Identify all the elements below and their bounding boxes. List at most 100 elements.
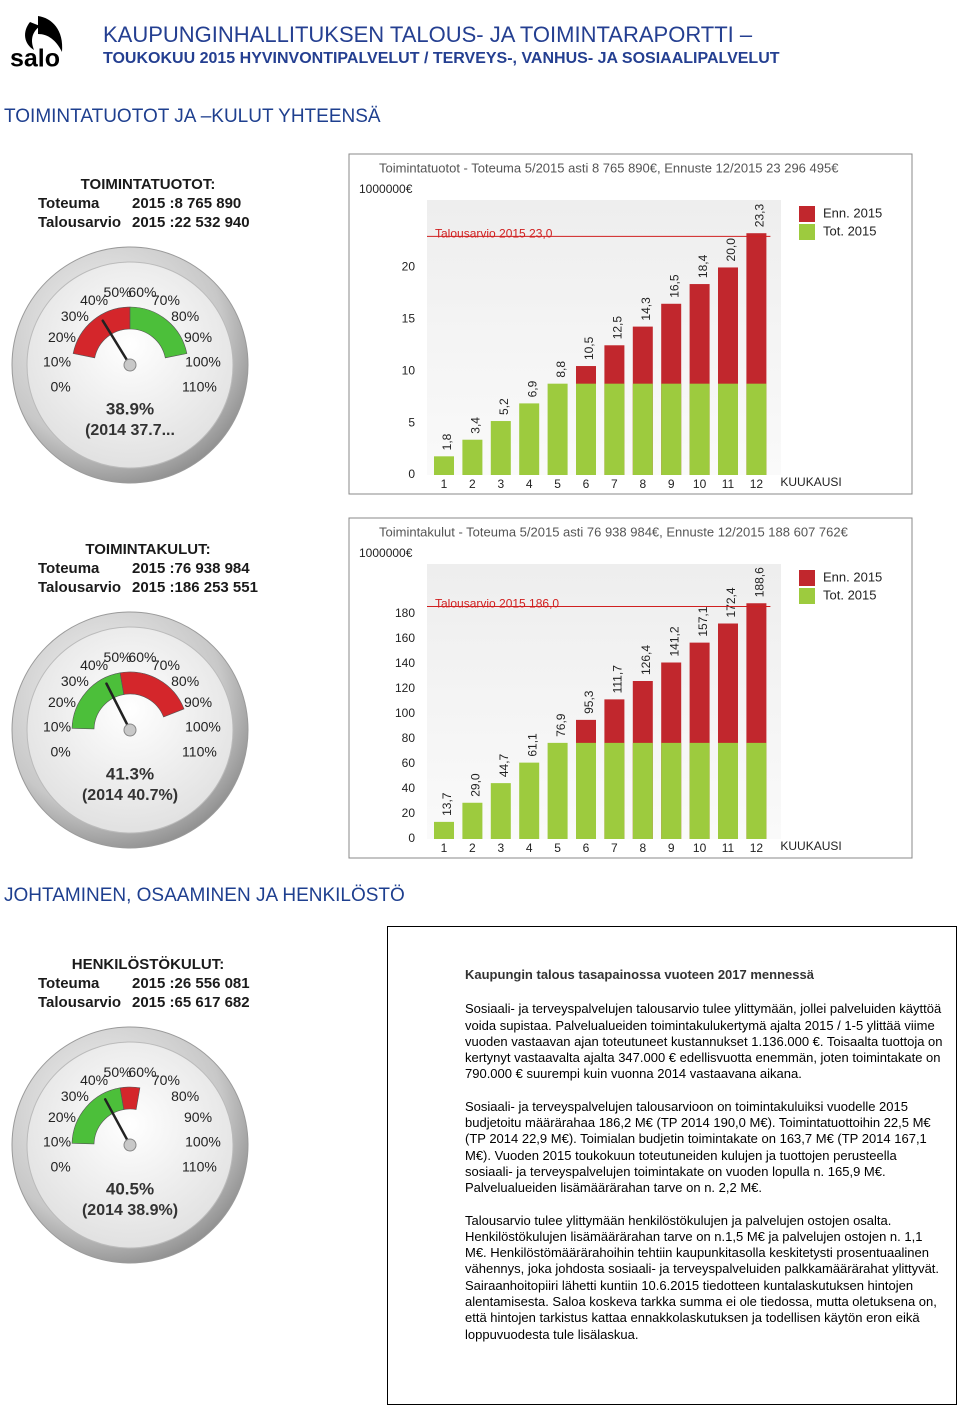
bar	[519, 403, 540, 475]
paragraph: Sairaanhoitopiiri lähetti kuntiin 10.6.2…	[465, 1277, 937, 1342]
bar	[462, 439, 483, 475]
budget-label: Talousarvio 2015 186,0	[435, 597, 559, 611]
legend-label: Tot. 2015	[823, 223, 877, 238]
gauge-needle	[101, 319, 132, 367]
gauge-tick-label: 0%	[50, 378, 70, 394]
gauge-value: 40.5%	[106, 1179, 154, 1198]
y-tick-label: 0	[408, 467, 415, 481]
bar	[746, 742, 767, 839]
x-tick-label: 1	[441, 477, 448, 491]
value-label: 16,5	[667, 274, 681, 298]
bar	[746, 383, 767, 475]
value-label: 3,4	[469, 417, 483, 434]
gauge-tick-label: 100%	[185, 719, 221, 735]
x-tick-label: 7	[611, 477, 618, 491]
gauge-tick-label: 50%	[104, 1064, 132, 1080]
x-tick-label: 12	[750, 477, 764, 491]
x-tick-label: 5	[554, 841, 561, 855]
gauge-knob	[123, 358, 137, 372]
gauge-tick-label: 90%	[184, 329, 212, 345]
gauge-row-label: Toteuma	[38, 560, 100, 577]
gauge-tick-label: 90%	[184, 1109, 212, 1125]
gauge-tick-label: 60%	[128, 649, 156, 665]
bar	[604, 742, 625, 839]
gauge-knob	[123, 723, 137, 737]
y-unit: 1000000€	[359, 546, 413, 560]
bar	[661, 383, 682, 475]
gauge-tick-label: 20%	[48, 694, 76, 710]
x-tick-label: 5	[554, 477, 561, 491]
x-tick-label: 2	[469, 841, 476, 855]
gauge-row-value: 2015 :76 938 984	[132, 560, 250, 577]
legend-swatch	[799, 224, 815, 240]
chart-title: Toimintakulut - Toteuma 5/2015 asti 76 9…	[379, 524, 849, 539]
gauge-tick-label: 110%	[182, 1158, 217, 1174]
bar	[632, 383, 653, 475]
gauge-row-label: Talousarvio	[38, 579, 121, 596]
gauge-note: (2014 40.7%)	[82, 787, 178, 804]
gauge-tick-label: 80%	[171, 308, 199, 324]
value-label: 95,3	[582, 690, 596, 714]
section-heading: TOIMINTATUOTOT JA –KULUT YHTEENSÄ	[4, 106, 381, 127]
x-tick-label: 6	[583, 841, 590, 855]
y-unit: 1000000€	[359, 182, 413, 196]
y-tick-label: 120	[395, 681, 415, 695]
value-label: 44,7	[497, 753, 511, 777]
y-tick-label: 40	[402, 781, 416, 795]
gauge-tick-label: 30%	[61, 673, 89, 689]
value-label: 1,8	[440, 433, 454, 450]
value-label: 61,1	[525, 733, 539, 757]
value-label: 141,2	[667, 626, 681, 656]
gauge-row-value: 2015 :26 556 081	[132, 975, 250, 992]
logo-leaf	[38, 16, 63, 52]
value-label: 6,9	[525, 380, 539, 397]
y-tick-label: 60	[402, 756, 416, 770]
gauge-tick-label: 70%	[152, 657, 180, 673]
gauge-knob	[123, 1138, 137, 1152]
paragraph: Sosiaali- ja terveyspalvelujen talousarv…	[465, 1001, 943, 1082]
x-tick-label: 4	[526, 841, 533, 855]
bar	[490, 421, 511, 475]
gauge-row-value: 2015 :186 253 551	[132, 579, 258, 596]
gauge-tick-label: 0%	[50, 743, 70, 759]
x-tick-label: 3	[497, 841, 504, 855]
gauge-tick-label: 60%	[128, 284, 156, 300]
gauge-tick-label: 90%	[184, 694, 212, 710]
bar	[718, 742, 738, 839]
gauge: TOIMINTAKULUT: Toteuma 2015 :76 938 984 Tal…	[11, 541, 258, 849]
gauge-note: (2014 38.9%)	[82, 1202, 178, 1219]
legend-swatch	[799, 588, 815, 604]
gauge-row-value: 2015 :8 765 890	[132, 195, 241, 212]
gauge: HENKILÖSTÖKULUT: Toteuma 2015 :26 556 081 T…	[11, 956, 250, 1264]
value-label: 5,2	[497, 398, 511, 415]
legend-label: Tot. 2015	[823, 587, 877, 602]
gauge-title: TOIMINTAKULUT:	[85, 541, 210, 558]
gauge-tick-label: 70%	[152, 1072, 180, 1088]
legend-swatch	[799, 206, 815, 222]
x-tick-label: 8	[639, 841, 646, 855]
x-tick-label: 12	[750, 841, 764, 855]
gauge-row-label: Talousarvio	[38, 214, 121, 231]
bar	[576, 383, 596, 475]
gauge-tick-label: 80%	[171, 673, 199, 689]
bar	[661, 742, 682, 839]
gauge-tick-label: 40%	[80, 1072, 108, 1088]
gauge-band	[119, 1086, 141, 1110]
legend-swatch	[799, 570, 815, 586]
x-tick-label: 9	[668, 477, 675, 491]
value-label: 12,5	[611, 316, 625, 340]
x-tick-label: 1	[441, 841, 448, 855]
gauge-value: 41.3%	[106, 764, 154, 783]
value-label: 126,4	[639, 645, 653, 675]
value-label: 76,9	[554, 713, 568, 737]
logo: salo	[10, 16, 63, 73]
gauge-tick-label: 50%	[104, 284, 132, 300]
paragraph: Sosiaali- ja terveyspalvelujen talousarv…	[465, 1098, 931, 1196]
x-tick-label: 10	[693, 477, 707, 491]
y-tick-label: 80	[402, 731, 416, 745]
gauge-needle	[103, 1098, 132, 1147]
text-box: Kaupungin talous tasapainossa vuoteen 20…	[387, 926, 957, 1405]
bar-chart: Toimintatuotot - Toteuma 5/2015 asti 8 7…	[348, 153, 913, 495]
text-box-title: Kaupungin talous tasapainossa vuoteen 20…	[465, 967, 814, 982]
